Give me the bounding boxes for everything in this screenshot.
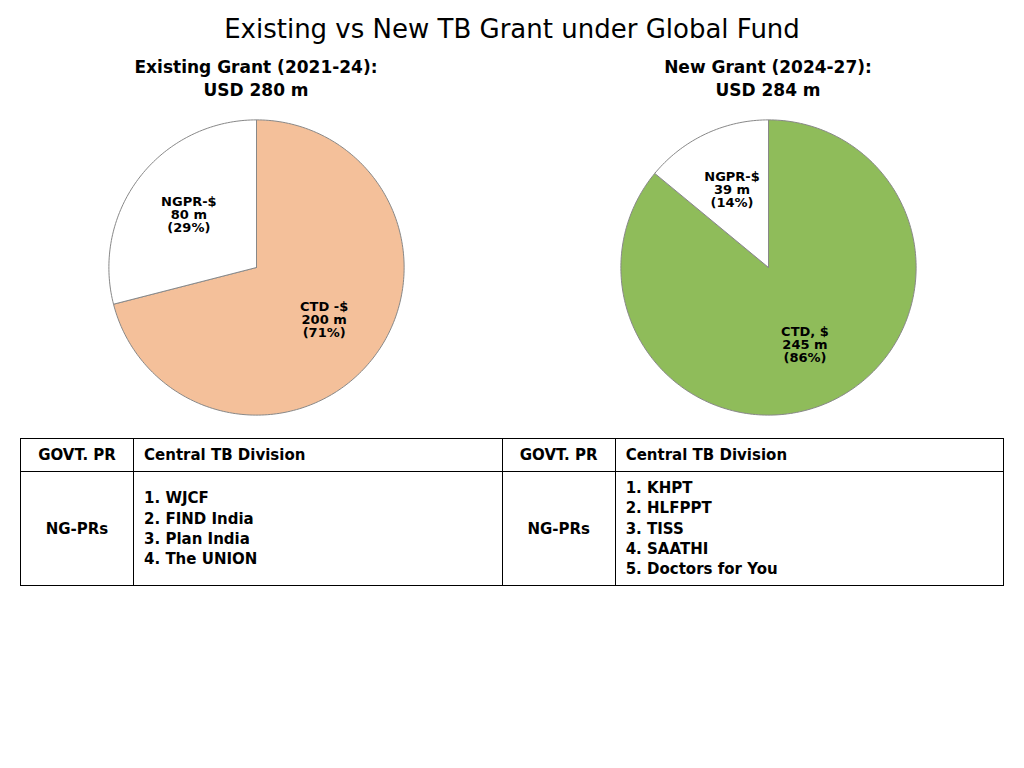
html-text:1. WJCF 2. FIND India 3. Plan: 1. WJCF 2. FIND India 3. Plan India 4. T… (144, 489, 258, 568)
svg-text:NGPR-$39 m(14%): NGPR-$39 m(14%) (704, 169, 760, 210)
svg-text:CTD, $245 m(86%): CTD, $245 m(86%) (781, 324, 829, 365)
html-text:GOVT. PR: GOVT. PR (38, 445, 116, 464)
svg-text:NGPR-$80 m(29%): NGPR-$80 m(29%) (161, 194, 217, 235)
html-text:NG-PRs: NG-PRs (45, 519, 109, 538)
html-text:1. KHPT 2. HLFPPT 3. TISS 4. S: 1. KHPT 2. HLFPPT 3. TISS 4. SAATHI 5. D… (625, 479, 778, 579)
html-text:NG-PRs: NG-PRs (527, 519, 590, 538)
html-text:GOVT. PR: GOVT. PR (519, 445, 598, 464)
html-text:New Grant (2024-27): USD 284 m: New Grant (2024-27): USD 284 m (664, 57, 872, 100)
svg-text:CTD -$200 m(71%): CTD -$200 m(71%) (300, 299, 348, 340)
html-text:Central TB Division: Central TB Division (144, 445, 306, 464)
html-text:Existing Grant (2021-24): USD: Existing Grant (2021-24): USD 280 m (134, 57, 378, 100)
html-text:Central TB Division: Central TB Division (625, 445, 788, 464)
html-text:Existing vs New TB Grant under: Existing vs New TB Grant under Global Fu… (224, 14, 800, 44)
